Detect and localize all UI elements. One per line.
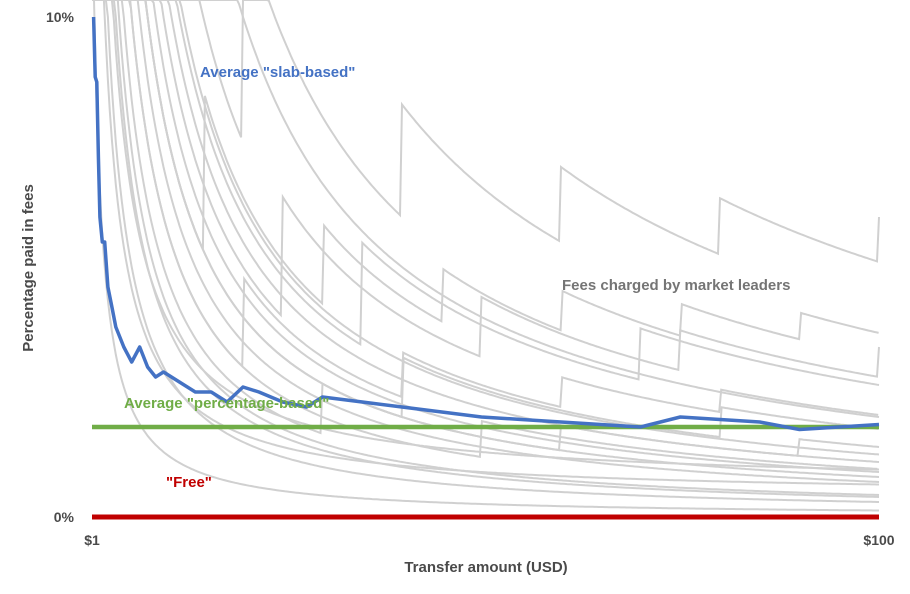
label-slab-based: Average "slab-based" <box>200 64 355 81</box>
leader-line-13 <box>107 0 880 386</box>
y-tick-0: 0% <box>54 509 75 525</box>
leader-line-18 <box>93 0 879 341</box>
y-axis-title: Percentage paid in fees <box>20 184 37 352</box>
leader-line-17 <box>92 0 879 471</box>
leader-line-10 <box>96 0 880 457</box>
x-tick-1: $1 <box>84 532 100 548</box>
x-tick-100: $100 <box>863 532 894 548</box>
leader-line-12 <box>103 0 880 263</box>
leader-line-14 <box>101 0 879 438</box>
series-line-slab-based <box>91 16 880 432</box>
y-tick-10: 10% <box>46 9 75 25</box>
leader-line-9 <box>92 0 880 456</box>
leader-line-7 <box>92 0 880 496</box>
average-series-lines <box>91 16 880 520</box>
leader-line-19 <box>95 0 879 416</box>
label-free: "Free" <box>166 474 212 491</box>
leader-line-20 <box>92 0 880 418</box>
label-percentage-based: Average "percentage-based" <box>124 395 329 412</box>
leader-line-6 <box>92 0 880 483</box>
leader-line-2 <box>92 0 880 498</box>
market-leader-fee-lines <box>92 0 880 512</box>
label-market-leaders: Fees charged by market leaders <box>562 277 790 294</box>
leader-line-11 <box>99 0 880 378</box>
leader-line-5 <box>92 0 879 512</box>
x-axis-title: Transfer amount (USD) <box>404 559 567 576</box>
leader-line-1 <box>92 0 879 503</box>
